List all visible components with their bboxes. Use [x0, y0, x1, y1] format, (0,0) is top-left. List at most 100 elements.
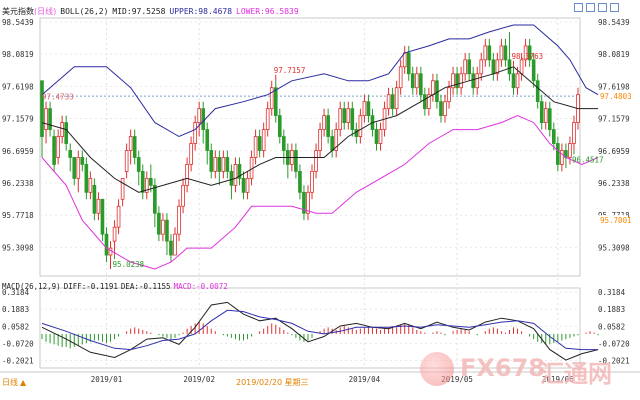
macd-indicator-label: MACD(26,12,9) [2, 282, 61, 291]
candle-body [56, 136, 60, 158]
price-axis-label-left: 97.1579 [2, 115, 34, 124]
macd-panel-frame [39, 287, 581, 369]
candle-body [471, 73, 476, 89]
candle-body [523, 45, 528, 61]
macd-axis-label-left: -0.2021 [2, 356, 34, 365]
candle-body [225, 157, 230, 172]
current-price-tag-bg [598, 91, 628, 102]
candle-body [463, 59, 467, 75]
candle-body [350, 108, 355, 130]
macd-diff-value: DIFF:-0.1191 [63, 282, 118, 291]
candle-body [128, 136, 133, 151]
candle-body [511, 73, 516, 89]
candle-body [261, 129, 266, 151]
boll-upper-value: UPPER:98.4678 [169, 7, 233, 16]
lower-band-tag: 95.7001 [600, 216, 632, 225]
candle-body [120, 177, 125, 200]
candle-body [40, 80, 44, 137]
candle-body [44, 108, 48, 130]
macd-axis-label-left: -0.0720 [2, 339, 34, 348]
price-axis-label-right: 96.6959 [598, 147, 630, 156]
candle-body [358, 115, 363, 137]
candle-body [169, 240, 173, 256]
candle-body [487, 45, 492, 61]
candle-body [52, 136, 56, 165]
candle-body [253, 136, 258, 158]
candle-body [459, 73, 463, 89]
candle-body [132, 136, 137, 158]
candle-body [543, 108, 548, 123]
candle-body [330, 136, 334, 151]
macd-dea-line [41, 309, 599, 351]
candle-body [515, 73, 520, 89]
candle-body [116, 205, 121, 228]
candle-body [189, 143, 193, 165]
boll-lower-line [41, 115, 599, 270]
time-axis-label: 2019/01 [91, 375, 123, 384]
candle-body [84, 164, 89, 193]
candle-body [157, 212, 161, 235]
candle-body [298, 171, 302, 193]
boll-mid-value: MID:97.5258 [112, 7, 166, 16]
period-selector[interactable]: 日线 ▲ [2, 377, 26, 388]
candle-body [136, 157, 141, 172]
macd-axis-label-left: 0.0582 [2, 322, 29, 331]
macd-dea-value: DEA:-0.1155 [120, 282, 171, 291]
candle-body [233, 164, 238, 186]
candle-body [475, 73, 480, 89]
zoom-in-button[interactable] [586, 3, 595, 12]
candle-body [556, 143, 560, 165]
price-axis-label-right: 97.1579 [598, 115, 630, 124]
candle-body [455, 73, 459, 89]
candle-body [124, 150, 129, 172]
time-axis-label: 2019/05 [441, 375, 473, 384]
candle-body [221, 157, 226, 172]
candle-body [491, 59, 496, 75]
candle-body [104, 233, 109, 256]
candle-body [273, 87, 278, 117]
candle-body [423, 94, 427, 110]
candle-body [64, 122, 69, 144]
candle-body [467, 59, 471, 75]
candle-body [346, 108, 351, 123]
price-axis-label-left: 97.6198 [2, 82, 34, 91]
price-axis-label-left: 95.3098 [2, 243, 34, 252]
candle-body [386, 94, 391, 110]
watermark-text-cn: 汇通网 [540, 360, 612, 388]
price-axis-label-right: 98.0819 [598, 50, 630, 59]
candle-body [378, 129, 383, 144]
candle-body [551, 129, 556, 144]
zoom-out-button[interactable] [574, 3, 583, 12]
low-annotation-label: 95.0238 [113, 260, 145, 269]
macd-macd-value: MACD:-0.0072 [173, 282, 228, 291]
candle-body [193, 122, 197, 144]
dropdown-arrow-icon[interactable]: ▲ [20, 378, 27, 387]
maximize-button[interactable] [598, 3, 607, 12]
candle-body [362, 101, 367, 117]
macd-axis-label-right: -0.0720 [598, 339, 630, 348]
macd-diff-line [41, 301, 599, 361]
time-axis-label: 2019/04 [349, 375, 381, 384]
candle-body [390, 94, 395, 110]
candle-body [507, 59, 512, 75]
candle-body [144, 177, 149, 193]
candle-body [314, 150, 318, 172]
high-annotation-label: 97.7157 [274, 66, 306, 75]
close-button[interactable] [610, 3, 619, 12]
candle-body [112, 226, 117, 242]
candle-body [217, 157, 222, 172]
candle-body [306, 191, 310, 214]
candle-body [483, 45, 488, 61]
candle-body [451, 73, 455, 89]
candle-body [60, 122, 64, 137]
macd-axis-label-left: 0.1883 [2, 305, 29, 314]
boll-lower-value: LOWER:96.5839 [236, 7, 299, 16]
lower-band-tag-bg [598, 215, 628, 226]
period-button[interactable]: 日线 [2, 378, 18, 387]
candle-body [96, 198, 101, 214]
candle-body [149, 177, 153, 186]
candle-body [201, 108, 206, 130]
low-annotation-label: 96.4517 [572, 155, 604, 164]
